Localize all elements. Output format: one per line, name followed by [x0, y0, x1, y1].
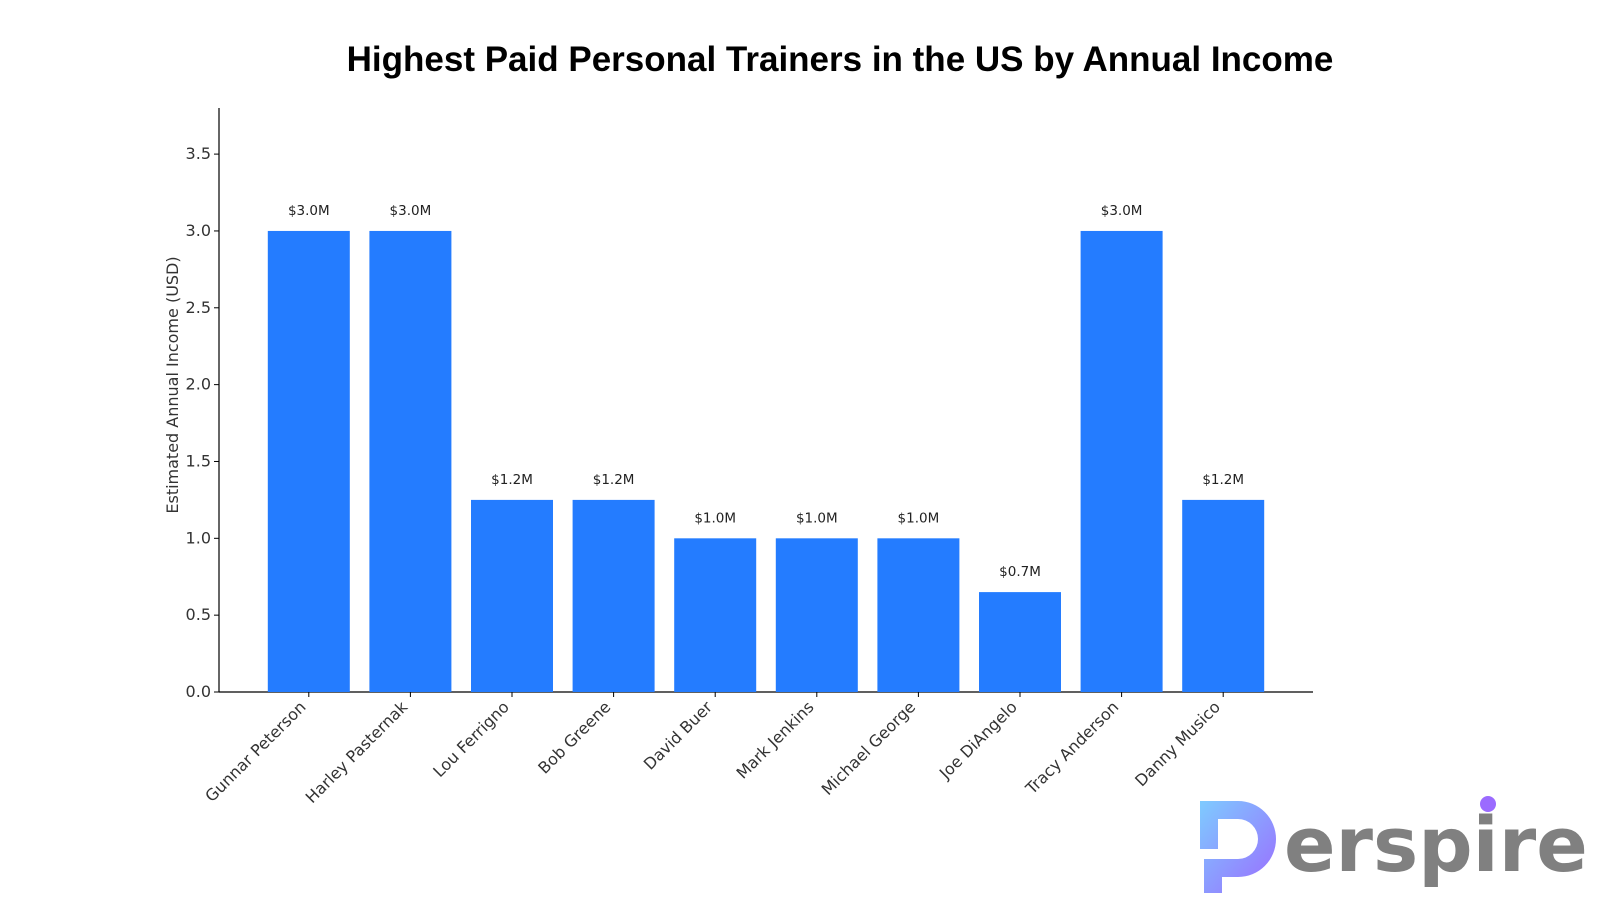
data-label: $1.0M	[694, 510, 736, 526]
data-label: $1.0M	[796, 510, 838, 526]
x-tick-label: Gunnar Peterson	[201, 697, 309, 805]
x-tick-label: Danny Musico	[1131, 697, 1224, 790]
axes: 0.0 0.5 1.0 1.5 2.0 2.5 3.0 3.5 Estimated Annual…	[163, 108, 1313, 701]
bar	[979, 592, 1061, 692]
perspire-logo: erspire	[1200, 796, 1588, 893]
logo-i-dot	[1480, 796, 1496, 812]
y-tick-label: 1.5	[186, 451, 211, 470]
x-tick-label: Bob Greene	[534, 697, 614, 777]
data-label: $1.2M	[593, 472, 635, 488]
x-tick-label: David Buer	[640, 697, 717, 774]
data-label: $1.2M	[491, 472, 533, 488]
bar	[572, 499, 655, 692]
data-label: $3.0M	[1101, 203, 1143, 219]
data-label: $3.0M	[288, 203, 330, 219]
bar	[1080, 230, 1163, 692]
bar	[267, 230, 350, 692]
x-tick-label: Mark Jenkins	[732, 697, 817, 782]
bar	[877, 538, 960, 692]
x-tick-label: Joe DiAngelo	[935, 697, 1021, 783]
x-tick-label: Tracy Anderson	[1021, 697, 1122, 798]
data-label: $3.0M	[390, 203, 432, 219]
y-tick-label: 1.0	[186, 528, 211, 547]
bar	[369, 230, 452, 692]
data-label: $1.2M	[1202, 472, 1244, 488]
bar	[1182, 499, 1265, 692]
logo-wordmark: erspire	[1284, 800, 1588, 889]
bars	[267, 230, 1265, 692]
bar	[471, 499, 553, 692]
y-tick-label: 0.0	[186, 682, 211, 701]
y-tick-label: 2.0	[186, 375, 211, 394]
y-axis-title: Estimated Annual Income (USD)	[163, 256, 182, 513]
x-tick-label: Harley Pasternak	[302, 697, 412, 807]
y-tick-label: 3.5	[186, 144, 211, 163]
data-label: $0.7M	[999, 564, 1041, 580]
x-tick-label: Lou Ferrigno	[429, 697, 513, 781]
bar	[775, 538, 858, 692]
data-label: $1.0M	[898, 510, 940, 526]
logo-p-mark	[1200, 801, 1276, 893]
x-tick-label: Michael George	[818, 697, 920, 799]
y-tick-label: 2.5	[186, 298, 211, 317]
chart-title: Highest Paid Personal Trainers in the US…	[346, 40, 1334, 79]
bar	[674, 538, 757, 692]
y-tick-label: 0.5	[186, 605, 211, 624]
y-tick-label: 3.0	[186, 221, 211, 240]
